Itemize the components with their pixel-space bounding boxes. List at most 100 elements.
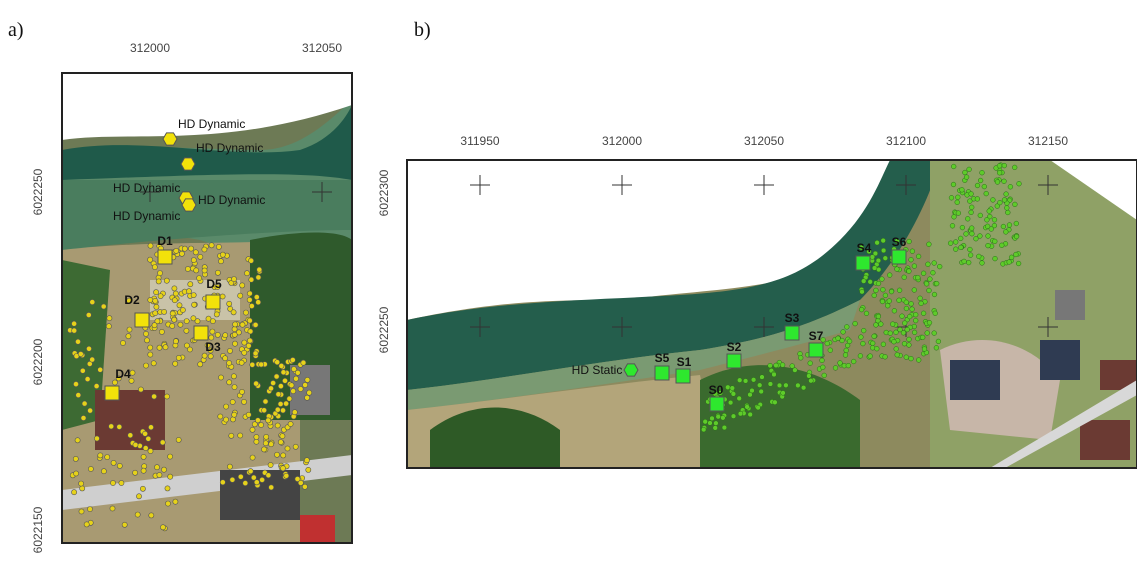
survey-point xyxy=(248,257,254,264)
survey-point xyxy=(150,360,157,367)
survey-point xyxy=(882,354,888,360)
frame xyxy=(406,159,1137,469)
survey-point xyxy=(783,382,789,388)
survey-point xyxy=(994,203,1000,209)
survey-point xyxy=(152,310,159,316)
survey-point xyxy=(280,452,287,459)
survey-point xyxy=(985,233,991,239)
survey-point xyxy=(977,233,983,239)
survey-point xyxy=(767,381,774,387)
survey-point xyxy=(259,476,265,483)
survey-point xyxy=(875,313,882,320)
survey-point xyxy=(744,404,750,410)
survey-point xyxy=(197,253,204,260)
survey-point xyxy=(967,246,973,253)
survey-point xyxy=(208,334,215,341)
survey-point xyxy=(1012,164,1018,171)
marker-label: S4 xyxy=(857,241,872,255)
survey-point xyxy=(1008,254,1015,260)
survey-point xyxy=(209,328,216,335)
survey-point xyxy=(112,379,118,386)
marker xyxy=(623,363,639,377)
survey-point xyxy=(871,292,877,299)
survey-point xyxy=(729,385,735,391)
survey-point xyxy=(209,318,216,324)
survey-point xyxy=(305,466,312,473)
survey-point xyxy=(869,254,876,260)
survey-point xyxy=(191,301,197,308)
survey-point xyxy=(223,403,229,410)
survey-point xyxy=(981,183,987,190)
survey-point xyxy=(903,299,909,305)
survey-point xyxy=(214,269,221,276)
survey-point xyxy=(118,480,125,486)
survey-point xyxy=(747,392,753,398)
survey-point xyxy=(160,524,166,531)
survey-point xyxy=(110,480,116,486)
survey-points xyxy=(701,162,1022,433)
survey-point xyxy=(183,327,190,334)
survey-point xyxy=(205,315,212,322)
marker xyxy=(193,325,209,341)
survey-point xyxy=(951,214,957,220)
survey-point xyxy=(894,266,900,272)
survey-point xyxy=(894,238,900,244)
survey-point xyxy=(246,290,253,297)
survey-point xyxy=(184,266,191,272)
survey-point xyxy=(918,300,924,307)
survey-point xyxy=(827,347,833,353)
survey-point xyxy=(226,300,233,307)
survey-point xyxy=(140,453,147,460)
survey-point xyxy=(79,485,86,492)
survey-point xyxy=(201,352,208,359)
survey-point xyxy=(900,330,907,336)
survey-point xyxy=(885,303,891,309)
survey-point xyxy=(290,388,297,394)
survey-point xyxy=(893,346,899,352)
survey-point xyxy=(701,426,707,433)
survey-point xyxy=(153,289,159,296)
survey-point xyxy=(1007,184,1014,190)
x-tick-label: 312100 xyxy=(886,134,926,148)
survey-point xyxy=(916,357,922,363)
survey-point xyxy=(984,217,990,223)
survey-point xyxy=(169,310,176,317)
survey-point xyxy=(231,276,237,282)
survey-point xyxy=(97,452,104,459)
survey-point xyxy=(231,384,238,390)
x-tick-label: 312000 xyxy=(602,134,642,148)
survey-point xyxy=(767,362,773,369)
survey-point xyxy=(154,318,161,325)
survey-point xyxy=(873,287,879,294)
survey-point xyxy=(779,362,786,368)
survey-point xyxy=(143,330,149,337)
marker-label: S3 xyxy=(785,311,800,325)
survey-point xyxy=(71,320,77,327)
marker xyxy=(855,255,871,271)
survey-point xyxy=(232,340,238,347)
survey-point xyxy=(976,253,982,260)
survey-point xyxy=(832,365,839,371)
survey-point xyxy=(286,395,293,402)
survey-point xyxy=(820,364,826,370)
survey-point xyxy=(265,472,272,479)
survey-point xyxy=(965,216,971,222)
survey-point xyxy=(721,424,728,431)
panel-label: b) xyxy=(414,19,431,41)
survey-point xyxy=(177,321,184,328)
survey-point xyxy=(843,347,849,354)
marker xyxy=(157,249,173,265)
survey-point xyxy=(239,388,245,395)
survey-point xyxy=(242,480,249,486)
survey-point xyxy=(247,328,254,335)
survey-point xyxy=(78,508,85,515)
survey-point xyxy=(988,226,994,232)
survey-point xyxy=(963,231,969,237)
survey-point xyxy=(104,454,111,460)
survey-point xyxy=(274,422,281,429)
survey-point xyxy=(758,388,764,395)
survey-point xyxy=(927,276,933,282)
survey-point xyxy=(190,292,197,298)
survey-point xyxy=(93,383,100,389)
survey-point xyxy=(913,312,919,318)
